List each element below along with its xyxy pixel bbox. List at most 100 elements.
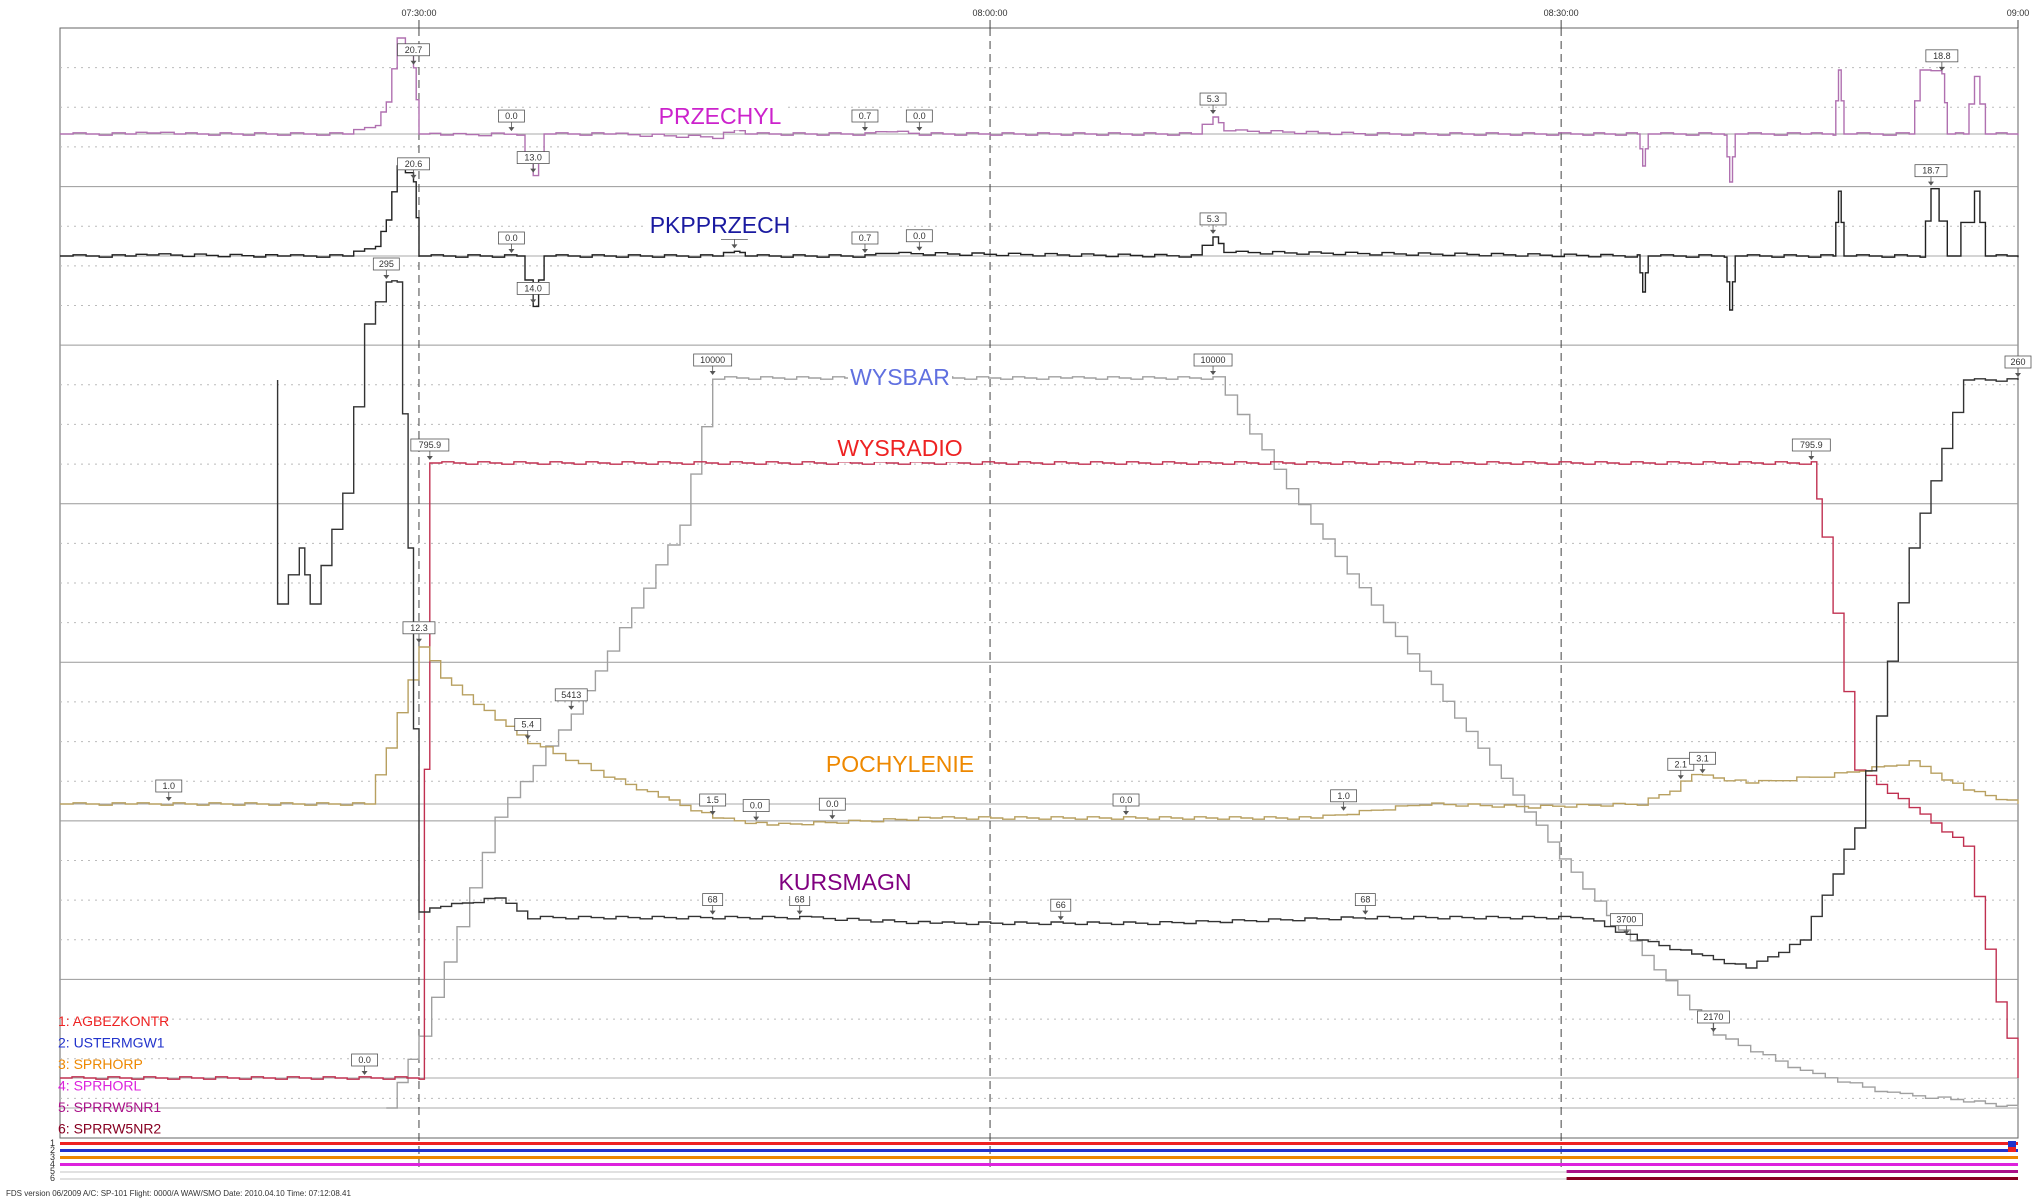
svg-text:5413: 5413 — [561, 690, 581, 700]
value-label: 0.0 — [819, 798, 845, 819]
value-label: 1.0 — [1331, 790, 1357, 811]
value-label: 0.0 — [352, 1054, 378, 1075]
value-label: 5.4 — [515, 718, 541, 739]
svg-text:0.0: 0.0 — [826, 799, 839, 809]
svg-text:1.0: 1.0 — [1337, 791, 1350, 801]
svg-text:18.7: 18.7 — [1922, 166, 1940, 176]
value-label: 68 — [703, 894, 723, 915]
legend-item: 6: SPRRW5NR2 — [58, 1121, 161, 1137]
series-wysbar — [386, 377, 2018, 1108]
value-label: 20.7 — [398, 44, 430, 65]
svg-text:0.0: 0.0 — [505, 111, 518, 121]
value-label: 2170 — [1697, 1011, 1729, 1032]
legend-item: 3: SPRHORP — [58, 1056, 143, 1072]
svg-text:0.0: 0.0 — [913, 231, 926, 241]
svg-text:20.7: 20.7 — [405, 45, 423, 55]
svg-text:795.9: 795.9 — [419, 440, 442, 450]
svg-text:0.0: 0.0 — [913, 111, 926, 121]
svg-text:0.0: 0.0 — [505, 233, 518, 243]
discrete-track-fill — [60, 1156, 2018, 1159]
svg-text:3700: 3700 — [1616, 915, 1636, 925]
value-label: 260 — [2005, 356, 2031, 377]
svg-text:68: 68 — [708, 895, 718, 905]
series-pkpprzech — [60, 166, 2018, 310]
svg-text:68: 68 — [795, 895, 805, 905]
channel-name-przechyl: PRZECHYL — [659, 103, 782, 129]
channel-names: PRZECHYL PKPPRZECH WYSBAR WYSRADIO POCHYLENI… — [647, 102, 980, 896]
channel-name-pkpprzech: PKPPRZECH — [650, 212, 791, 238]
svg-text:2.1: 2.1 — [1675, 759, 1688, 769]
legend-item: 4: SPRHORL — [58, 1078, 141, 1094]
svg-text:0.0: 0.0 — [358, 1055, 371, 1065]
svg-text:5.4: 5.4 — [521, 719, 534, 729]
svg-text:0.7: 0.7 — [859, 233, 872, 243]
legend-item: 5: SPRRW5NR1 — [58, 1099, 161, 1115]
value-label: 14.0 — [517, 282, 549, 303]
value-labels: 20.70.013.01.30.70.05.318.820.60.014.01.… — [156, 44, 2031, 1075]
value-label: 13.0 — [517, 152, 549, 173]
value-label: 5.3 — [1200, 93, 1226, 114]
value-label: 66 — [1051, 899, 1071, 920]
value-label: 0.0 — [743, 800, 769, 821]
legend: 1: AGBEZKONTR 2: USTERMGW1 3: SPRHORP 4: SP… — [58, 1013, 169, 1137]
svg-text:18.8: 18.8 — [1933, 51, 1951, 61]
value-label: 5.3 — [1200, 213, 1226, 234]
time-tick-label: 08:30:00 — [1544, 8, 1579, 18]
channel-name-wysradio: WYSRADIO — [837, 435, 962, 461]
svg-text:1.0: 1.0 — [163, 781, 176, 791]
svg-text:5.3: 5.3 — [1207, 94, 1220, 104]
svg-text:10000: 10000 — [700, 355, 725, 365]
value-label: 10000 — [1194, 354, 1232, 375]
svg-text:66: 66 — [1056, 900, 1066, 910]
plot-frame — [60, 28, 2018, 1138]
svg-text:2170: 2170 — [1703, 1012, 1723, 1022]
series-pochylenie — [60, 647, 2018, 825]
discrete-track-fill — [60, 1142, 2018, 1145]
svg-text:1.5: 1.5 — [706, 795, 719, 805]
discrete-track-label: 6 — [50, 1173, 55, 1183]
series-wysradio — [60, 462, 2018, 1079]
value-label: 1.5 — [700, 794, 726, 815]
value-label: 68 — [790, 894, 810, 915]
svg-text:3.1: 3.1 — [1696, 753, 1709, 763]
value-label: 10000 — [694, 354, 732, 375]
value-label: 68 — [1355, 894, 1375, 915]
time-tick-label: 08:00:00 — [973, 8, 1008, 18]
series-przechyl — [60, 38, 2018, 182]
legend-item: 2: USTERMGW1 — [58, 1035, 165, 1051]
value-label: 295 — [373, 258, 399, 279]
svg-text:260: 260 — [2010, 357, 2025, 367]
svg-text:20.6: 20.6 — [405, 159, 423, 169]
series-layer — [60, 38, 2018, 1108]
end-marker — [2008, 1147, 2016, 1152]
channel-name-kursmagn: KURSMAGN — [779, 869, 912, 895]
svg-text:0.7: 0.7 — [859, 111, 872, 121]
svg-text:13.0: 13.0 — [524, 153, 542, 163]
footer-info: FDS version 06/2009 A/C: SP-101 Flight: … — [6, 1189, 351, 1198]
value-label: 0.0 — [498, 110, 524, 131]
svg-text:295: 295 — [379, 259, 394, 269]
value-label: 1.0 — [156, 780, 182, 801]
svg-text:0.0: 0.0 — [750, 801, 763, 811]
discrete-track-fill — [1567, 1177, 2018, 1180]
discrete-track-fill — [60, 1149, 2018, 1152]
svg-text:12.3: 12.3 — [410, 623, 428, 633]
channel-name-wysbar: WYSBAR — [850, 364, 950, 390]
legend-item: 1: AGBEZKONTR — [58, 1013, 169, 1029]
channel-name-pochylenie: POCHYLENIE — [826, 751, 974, 777]
value-label: 795.9 — [411, 439, 449, 460]
value-label: 0.0 — [906, 110, 932, 131]
value-label: 0.0 — [906, 230, 932, 251]
value-label: 0.0 — [498, 232, 524, 253]
value-label: 0.7 — [852, 110, 878, 131]
grid — [60, 28, 2018, 1138]
svg-text:5.3: 5.3 — [1207, 214, 1220, 224]
time-tick-label: 07:30:00 — [401, 8, 436, 18]
value-label: 18.7 — [1915, 165, 1947, 186]
svg-text:0.0: 0.0 — [1120, 795, 1133, 805]
discrete-track-fill — [60, 1163, 2018, 1166]
svg-text:10000: 10000 — [1201, 355, 1226, 365]
svg-text:68: 68 — [1360, 895, 1370, 905]
svg-text:795.9: 795.9 — [1800, 440, 1823, 450]
